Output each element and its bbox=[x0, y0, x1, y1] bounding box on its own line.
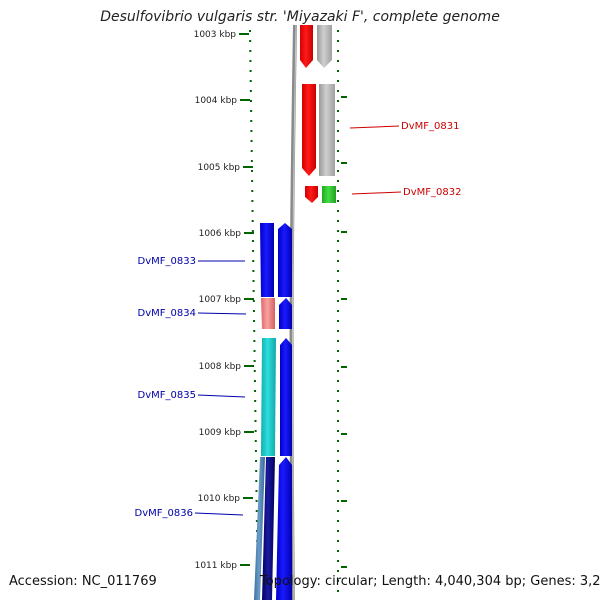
gene-arrow-green bbox=[322, 186, 336, 203]
gene-arrow-DvMF_0836 bbox=[254, 457, 265, 600]
accession-label: Accession: NC_011769 bbox=[9, 574, 157, 589]
kbp-tick-label: 1009 kbp bbox=[199, 428, 242, 438]
gene-arrow-DvMF_0836-inner bbox=[276, 457, 292, 600]
gene-arrow-DvMF_0831 bbox=[302, 84, 316, 176]
forward-strand-features bbox=[254, 223, 292, 600]
kbp-tick-label: 1011 kbp bbox=[195, 561, 238, 571]
gene-arrow-DvMF_0833-inner bbox=[278, 223, 292, 297]
kbp-tick: 1003 kbp bbox=[194, 30, 249, 40]
kbp-tick-label: 1007 kbp bbox=[199, 295, 242, 305]
kbp-tick: 1007 kbp bbox=[199, 295, 254, 305]
locus-label-group-DvMF_0832: DvMF_0832 bbox=[351, 187, 461, 198]
kbp-tick: 1011 kbp bbox=[195, 561, 250, 571]
gene-arrow-DvMF_0832 bbox=[305, 186, 318, 203]
kbp-tick: 1008 kbp bbox=[199, 362, 254, 372]
kbp-scale: 1003 kbp 1004 kbp 1005 kbp 1006 kbp 1007… bbox=[194, 30, 254, 571]
gene-arrow-DvMF_0835 bbox=[261, 338, 276, 456]
locus-label-group-DvMF_0836: DvMF_0836 bbox=[135, 508, 244, 519]
locus-labels: DvMF_0831 DvMF_0832 DvMF_0833 DvMF_0834 … bbox=[135, 121, 462, 519]
ruler-line-left bbox=[249, 29, 259, 600]
kbp-tick-label: 1003 kbp bbox=[194, 30, 237, 40]
gene-arrow-DvMF_0833 bbox=[260, 223, 274, 297]
gene-arrow-DvMF_0834-inner bbox=[279, 298, 292, 329]
ruler-minor-ticks-right bbox=[341, 96, 347, 568]
kbp-tick: 1004 kbp bbox=[195, 96, 250, 106]
locus-label-group-DvMF_0834: DvMF_0834 bbox=[138, 308, 247, 319]
genome-backbone-highlight bbox=[292, 24, 297, 600]
topology-label: Topology: circular; Length: 4,040,304 bp… bbox=[260, 574, 600, 589]
reverse-strand-features bbox=[300, 25, 336, 203]
gene-arrow-gray-top bbox=[317, 25, 332, 68]
kbp-tick: 1005 kbp bbox=[198, 163, 253, 173]
kbp-tick-label: 1005 kbp bbox=[198, 163, 241, 173]
locus-label-group-DvMF_0833: DvMF_0833 bbox=[138, 256, 245, 267]
locus-label-group-DvMF_0835: DvMF_0835 bbox=[138, 390, 246, 401]
locus-label-DvMF_0831[interactable]: DvMF_0831 bbox=[401, 121, 459, 132]
gene-arrow-DvMF_0835-inner bbox=[280, 338, 292, 456]
locus-label-group-DvMF_0831: DvMF_0831 bbox=[349, 121, 459, 132]
gene-arrow-navy bbox=[262, 457, 275, 600]
kbp-tick-label: 1006 kbp bbox=[199, 229, 242, 239]
gene-arrow-DvMF_0834 bbox=[261, 298, 275, 329]
map-title: Desulfovibrio vulgaris str. 'Miyazaki F'… bbox=[100, 9, 500, 25]
kbp-tick: 1006 kbp bbox=[199, 229, 254, 239]
kbp-tick-label: 1008 kbp bbox=[199, 362, 242, 372]
locus-label-DvMF_0836[interactable]: DvMF_0836 bbox=[135, 508, 193, 519]
gene-arrow-red-top bbox=[300, 25, 313, 68]
kbp-tick: 1009 kbp bbox=[199, 428, 254, 438]
kbp-tick-label: 1004 kbp bbox=[195, 96, 238, 106]
locus-label-DvMF_0834[interactable]: DvMF_0834 bbox=[138, 308, 196, 319]
kbp-tick-label: 1010 kbp bbox=[198, 494, 241, 504]
locus-label-DvMF_0833[interactable]: DvMF_0833 bbox=[138, 256, 196, 267]
kbp-tick: 1010 kbp bbox=[198, 494, 253, 504]
locus-label-DvMF_0835[interactable]: DvMF_0835 bbox=[138, 390, 196, 401]
gene-arrow-gray-mid bbox=[319, 84, 335, 176]
locus-label-DvMF_0832[interactable]: DvMF_0832 bbox=[403, 187, 461, 198]
